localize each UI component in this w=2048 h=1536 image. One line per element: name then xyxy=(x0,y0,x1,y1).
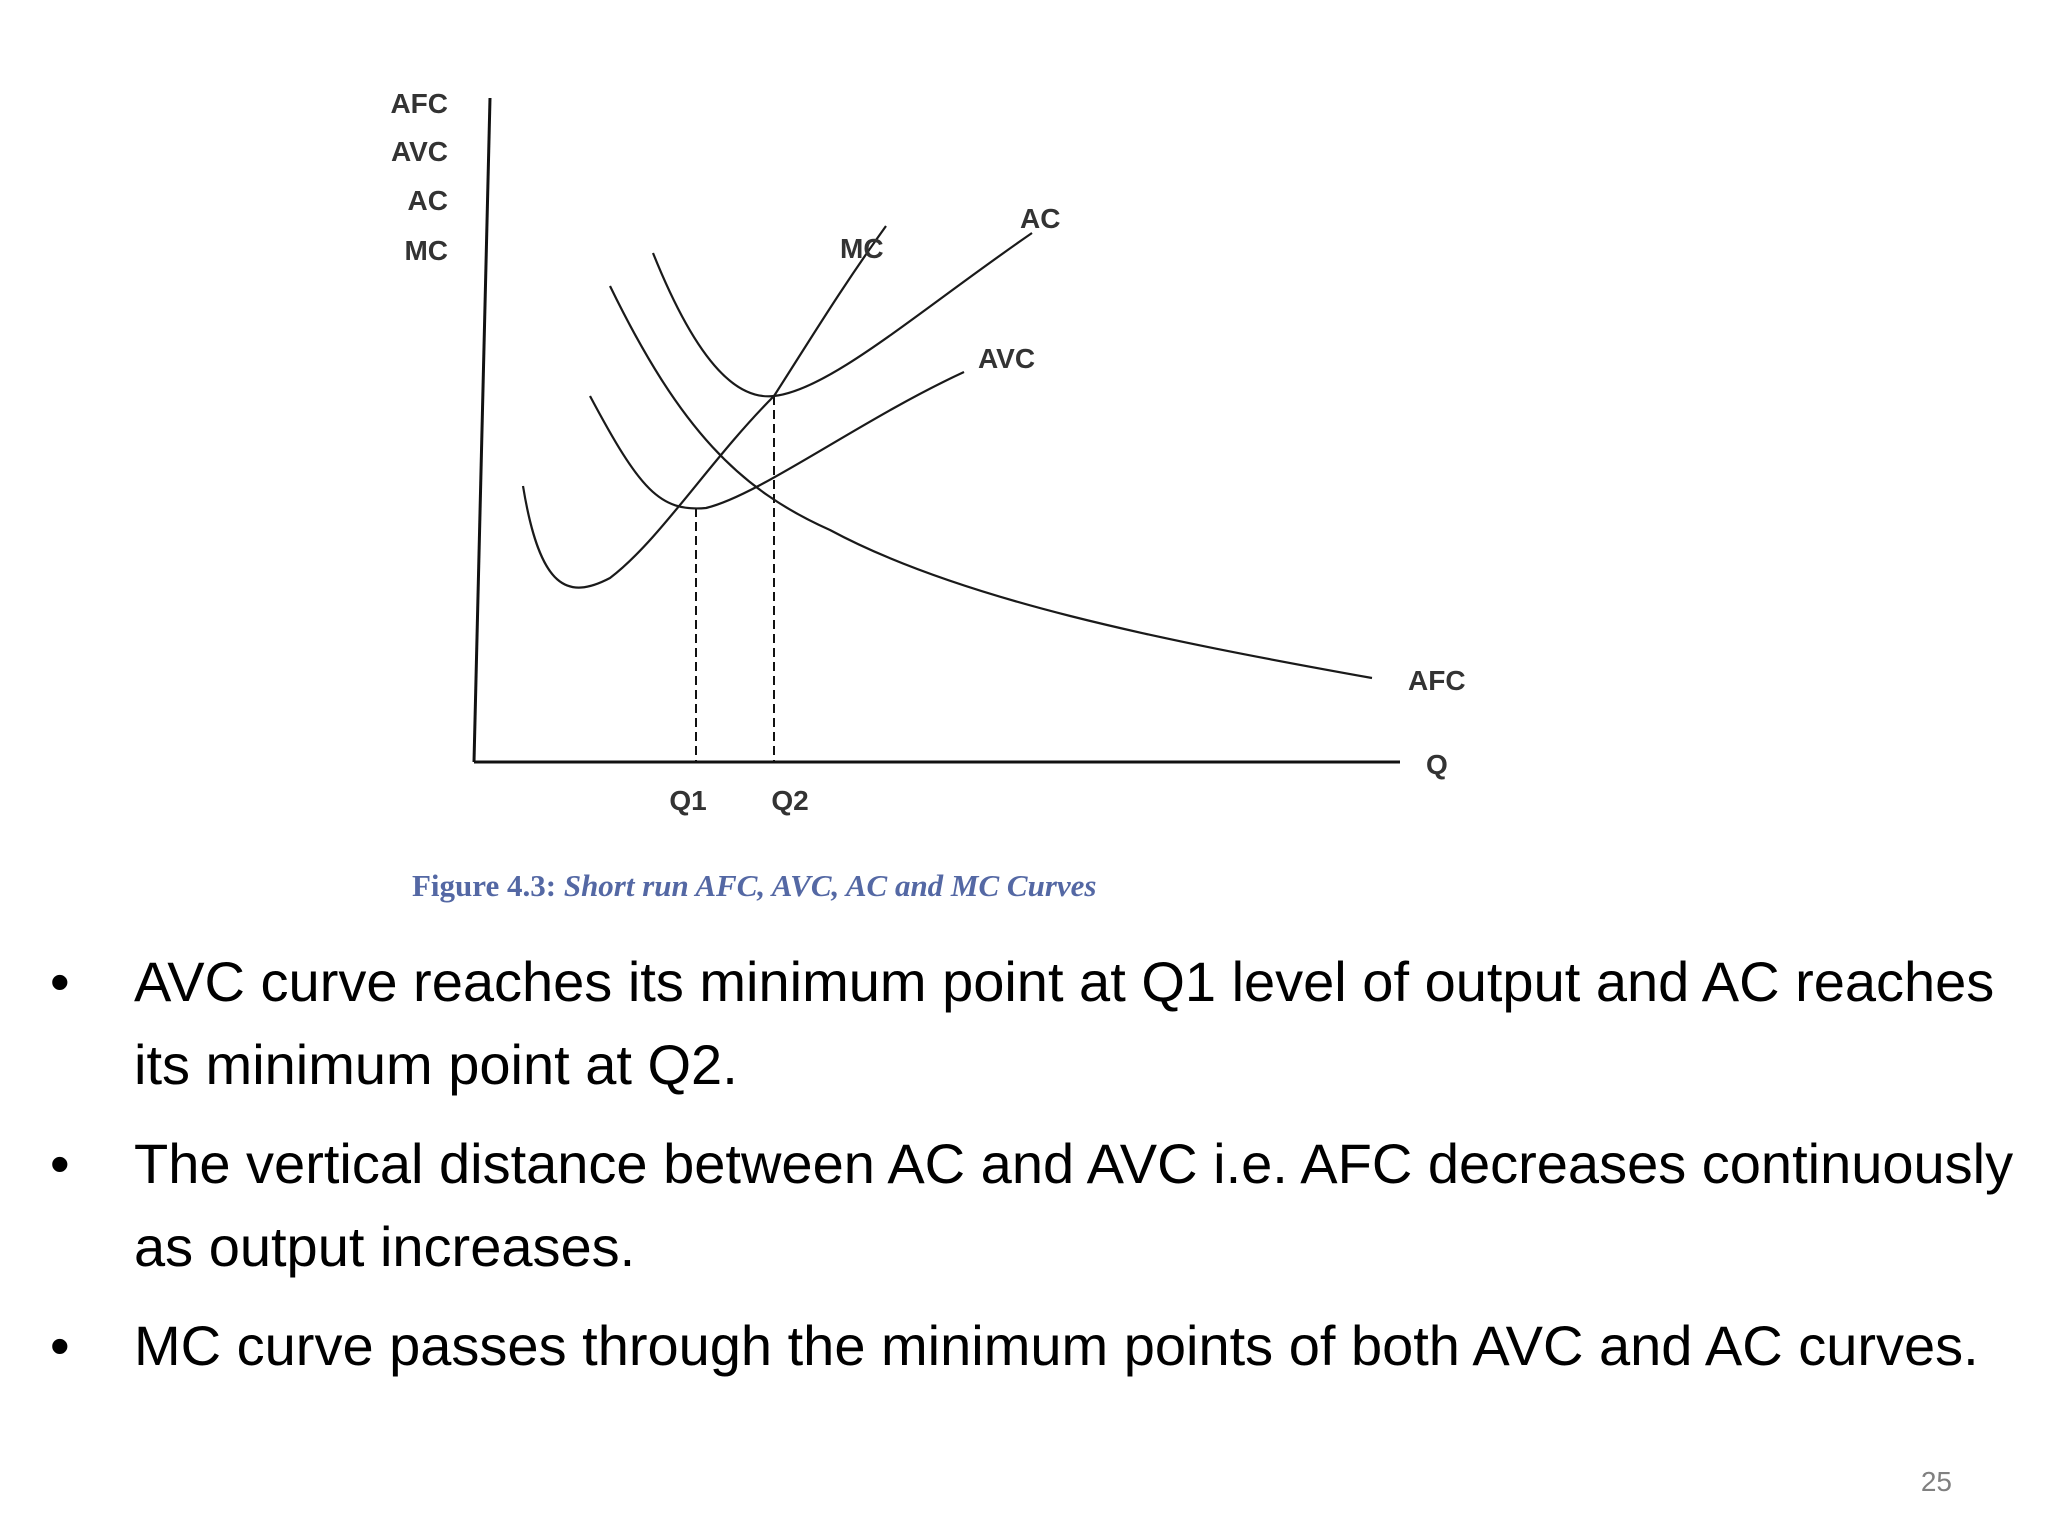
figure-caption-title: Short run AFC, AVC, AC and MC Curves xyxy=(563,868,1097,903)
x-tick-q2: Q2 xyxy=(771,785,808,816)
y-axis xyxy=(472,97,492,763)
afc-curve-label: AFC xyxy=(1408,665,1466,696)
bullet-list: • AVC curve reaches its minimum point at… xyxy=(48,940,2018,1403)
bullet-item: • AVC curve reaches its minimum point at… xyxy=(48,940,2018,1106)
avc-curve xyxy=(589,371,965,510)
cost-curves-diagram: AFC AVC AC MC MC AC AVC AFC Q Q1 Q2 xyxy=(390,88,1466,816)
x-axis-label: Q xyxy=(1426,749,1448,780)
slide-page-number: 25 xyxy=(1920,1466,1952,1497)
bullet-icon: • xyxy=(50,1314,70,1377)
y-axis-label-avc: AVC xyxy=(391,136,448,167)
figure-caption: Figure 4.3: Short run AFC, AVC, AC and M… xyxy=(412,868,1097,904)
figure-caption-number: Figure 4.3: xyxy=(412,868,557,903)
bullet-item: • MC curve passes through the minimum po… xyxy=(48,1304,2018,1387)
avc-curve-label: AVC xyxy=(978,343,1035,374)
x-tick-q1: Q1 xyxy=(669,785,706,816)
bullet-icon: • xyxy=(50,1132,70,1195)
ac-curve xyxy=(651,232,1033,398)
y-axis-label-afc: AFC xyxy=(390,88,448,119)
ac-curve-label: AC xyxy=(1020,203,1060,234)
mc-curve xyxy=(521,225,887,589)
bullet-item: • The vertical distance between AC and A… xyxy=(48,1122,2018,1288)
bullet-text: The vertical distance between AC and AVC… xyxy=(134,1132,2014,1278)
bullet-icon: • xyxy=(50,950,70,1013)
y-axis-label-ac: AC xyxy=(408,185,448,216)
mc-curve-label: MC xyxy=(840,233,884,264)
bullet-text: MC curve passes through the minimum poin… xyxy=(134,1314,1979,1377)
y-axis-label-mc: MC xyxy=(404,235,448,266)
bullet-text: AVC curve reaches its minimum point at Q… xyxy=(134,950,1995,1096)
afc-curve xyxy=(609,285,1373,680)
